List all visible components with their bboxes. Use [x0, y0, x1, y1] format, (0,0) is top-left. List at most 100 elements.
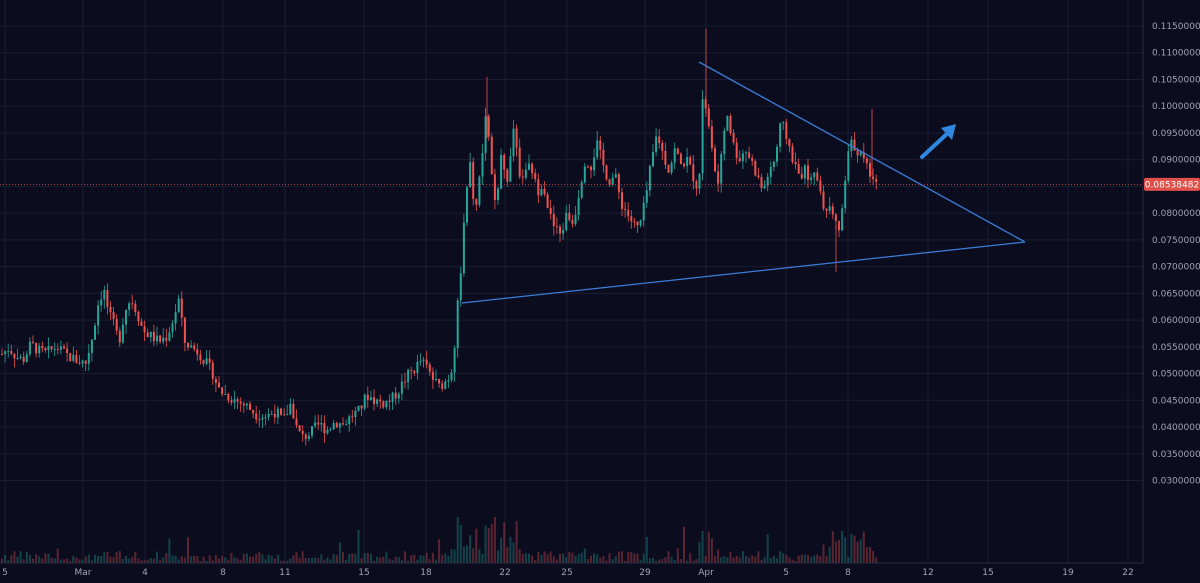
triangle-upper-trendline[interactable]	[698, 61, 1026, 243]
volume-bar	[621, 551, 623, 563]
volume-bar	[369, 553, 372, 563]
volume-bar	[307, 557, 310, 563]
price-tick-label: 0.03000000	[1152, 476, 1200, 486]
candle	[825, 208, 828, 218]
volume-bar	[363, 553, 366, 563]
candle	[692, 155, 695, 190]
candle	[555, 217, 558, 234]
volume-bar	[658, 559, 661, 563]
time-tick-label: 5	[783, 568, 789, 578]
candlestick-series	[1, 28, 878, 446]
candle	[766, 173, 769, 192]
candle	[385, 400, 388, 410]
candle	[670, 160, 673, 176]
volume-bar	[329, 559, 332, 563]
candle	[757, 167, 760, 180]
time-tick-label: 8	[845, 568, 851, 578]
candle	[459, 266, 462, 307]
candle	[729, 113, 732, 136]
candle	[648, 164, 651, 197]
candle	[701, 90, 704, 181]
candle	[822, 185, 825, 211]
candle	[872, 168, 875, 185]
candle	[22, 351, 25, 366]
volume-bar	[596, 554, 599, 563]
candle	[444, 378, 447, 390]
volume-bar	[32, 558, 34, 563]
candle	[125, 309, 127, 334]
candle	[788, 138, 791, 153]
candle	[664, 142, 667, 169]
candle	[599, 135, 602, 159]
volume-bar	[599, 557, 602, 563]
time-tick-label: 8	[220, 568, 226, 578]
volume-bar	[667, 551, 670, 563]
grid-lines	[0, 0, 1143, 563]
candle	[630, 210, 633, 229]
volume-bar	[87, 554, 90, 563]
candle	[208, 350, 211, 370]
volume-bar	[382, 557, 385, 563]
candle	[72, 346, 75, 363]
volume-bar	[304, 558, 307, 563]
volume-bar	[602, 556, 605, 563]
candle	[751, 154, 754, 166]
candle	[847, 144, 850, 184]
volume-bar	[394, 556, 397, 563]
time-tick-label: 29	[639, 568, 651, 578]
volume-bar	[438, 539, 441, 563]
volume-bar	[407, 560, 410, 563]
volume-bar	[769, 557, 772, 563]
candle	[137, 310, 140, 326]
volume-bar	[683, 526, 685, 563]
triangle-lower-trendline[interactable]	[461, 241, 1026, 304]
volume-bar	[503, 522, 506, 563]
time-axis[interactable]: 5 Mar 4 8 11 15 18 22 25 29 Apr 5 8 12 15 19 22	[0, 562, 1143, 578]
volume-bar	[301, 551, 304, 563]
candle	[255, 405, 258, 424]
volume-bar	[342, 551, 344, 563]
candle	[233, 390, 236, 409]
volume-bar	[326, 557, 329, 563]
volume-bar	[115, 552, 118, 563]
candle	[376, 398, 379, 407]
candle	[391, 391, 394, 410]
candle	[565, 205, 568, 232]
breakout-arrow-icon[interactable]	[920, 124, 956, 159]
volume-bar	[360, 558, 363, 563]
candle	[211, 359, 214, 385]
volume-bar	[586, 559, 589, 563]
candle	[782, 120, 785, 131]
volume-bar	[695, 559, 698, 563]
volume-bar	[183, 557, 186, 563]
volume-bar	[583, 548, 586, 563]
volume-bar	[78, 559, 81, 563]
candle	[183, 316, 186, 352]
candle	[249, 400, 251, 411]
volume-bar	[686, 560, 689, 563]
volume-bar	[165, 553, 168, 563]
candle	[621, 187, 623, 217]
candle	[112, 306, 115, 326]
candle	[679, 152, 682, 165]
volume-bar	[608, 553, 611, 563]
volume-bar	[549, 551, 552, 563]
volume-bar	[698, 542, 701, 563]
volume-bar	[156, 551, 158, 563]
volume-bar	[571, 552, 574, 563]
candle	[571, 214, 574, 228]
volume-bar	[4, 555, 7, 563]
candle	[25, 350, 28, 363]
candle	[230, 396, 233, 406]
volume-bar	[1, 558, 3, 563]
candle	[469, 152, 472, 188]
candle	[404, 372, 406, 389]
volume-bar	[800, 554, 803, 563]
volume-bar	[267, 554, 270, 563]
candle	[270, 410, 273, 415]
volume-bar	[593, 553, 596, 563]
